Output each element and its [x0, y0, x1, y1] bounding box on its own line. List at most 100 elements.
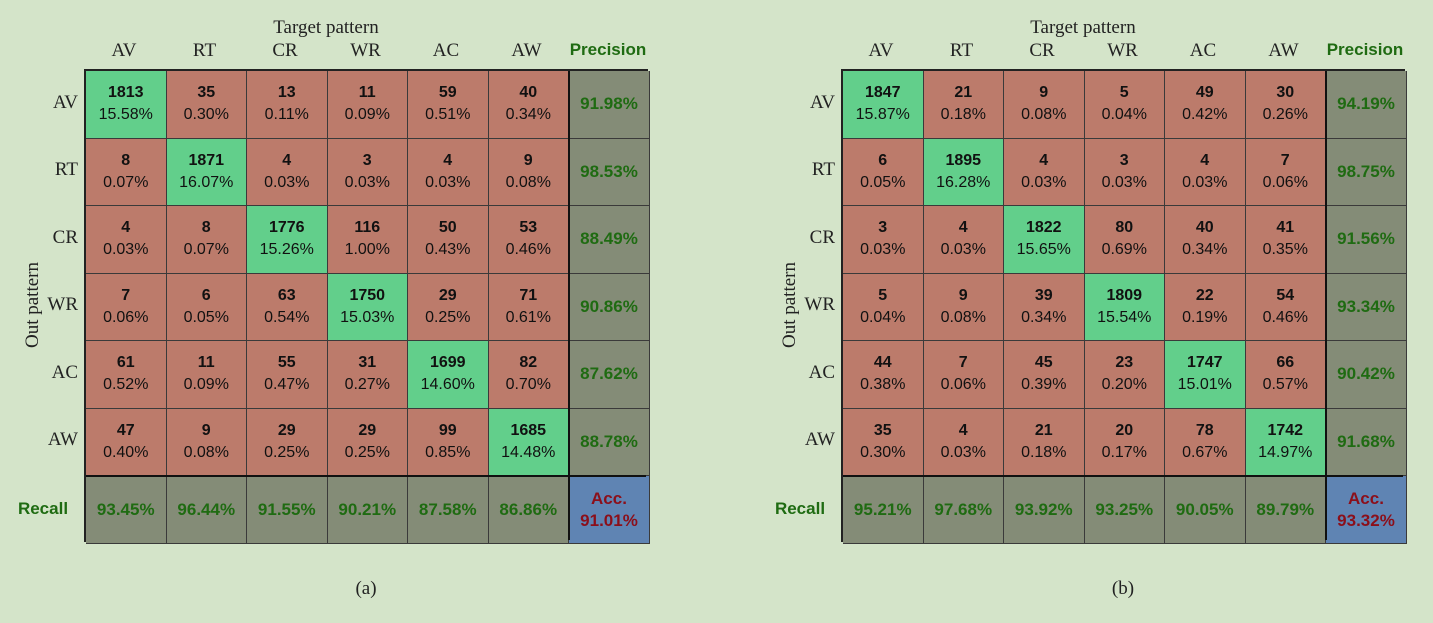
matrix-cell-av-aw: 40 0.34%	[488, 71, 569, 139]
precision-header: Precision	[1326, 40, 1404, 59]
recall-cell-aw: 89.79%	[1245, 476, 1326, 544]
row-label-cr: CR	[809, 226, 835, 248]
cell-percent: 0.25%	[344, 443, 390, 461]
cell-count: 116	[354, 219, 381, 237]
cell-percent: 0.30%	[183, 106, 229, 124]
cell-count: 4	[958, 219, 968, 237]
row-label-av: AV	[53, 91, 78, 113]
cell-percent: 0.39%	[1021, 376, 1067, 394]
cell-percent: 0.06%	[1262, 173, 1308, 191]
cell-count: 1750	[349, 286, 386, 304]
cell-count: 63	[277, 286, 296, 304]
matrix-cell-ac-ac: 1747 15.01%	[1165, 341, 1246, 409]
cell-percent: 0.57%	[1262, 376, 1308, 394]
matrix-cell-cr-rt: 4 0.03%	[923, 206, 1004, 274]
cell-count: 6	[878, 151, 888, 169]
cell-count: 1895	[945, 151, 982, 169]
cell-percent: 0.34%	[1182, 241, 1228, 259]
cell-percent: 0.18%	[940, 106, 986, 124]
accuracy-value: 93.32%	[1337, 510, 1395, 530]
matrix-cell-rt-cr: 4 0.03%	[1004, 138, 1085, 206]
cell-percent: 14.48%	[501, 443, 556, 461]
precision-cell-av: 91.98%	[569, 71, 650, 139]
matrix-cell-ac-aw: 66 0.57%	[1245, 341, 1326, 409]
row-label-ac: AC	[808, 361, 835, 383]
cell-count: 23	[1115, 354, 1134, 372]
out-pattern-title: Out pattern	[779, 261, 800, 349]
precision-header: Precision	[569, 40, 647, 59]
matrix-cell-aw-cr: 21 0.18%	[1004, 408, 1085, 476]
cell-percent: 0.04%	[1101, 106, 1147, 124]
cell-count: 9	[958, 286, 968, 304]
accuracy-cell: Acc. 91.01%	[569, 476, 650, 544]
recall-separator	[843, 475, 1403, 477]
cell-percent: 0.27%	[344, 376, 390, 394]
matrix-cell-cr-av: 4 0.03%	[86, 206, 167, 274]
matrix-cell-av-cr: 9 0.08%	[1004, 71, 1085, 139]
recall-cell-rt: 97.68%	[923, 476, 1004, 544]
cell-percent: 15.26%	[259, 241, 314, 259]
cell-percent: 0.03%	[425, 173, 471, 191]
cell-count: 4	[121, 219, 131, 237]
matrix-cell-cr-aw: 53 0.46%	[488, 206, 569, 274]
cell-count: 29	[358, 421, 377, 439]
matrix-cell-cr-av: 3 0.03%	[843, 206, 924, 274]
cell-count: 47	[116, 421, 135, 439]
matrix-cell-wr-aw: 71 0.61%	[488, 273, 569, 341]
cell-count: 8	[121, 151, 131, 169]
column-label-aw: AW	[511, 40, 542, 61]
cell-percent: 0.03%	[940, 241, 986, 259]
matrix-cell-av-ac: 49 0.42%	[1165, 71, 1246, 139]
accuracy-label: Acc.	[1348, 488, 1384, 508]
recall-value: 87.58%	[418, 499, 477, 519]
matrix-cell-aw-wr: 20 0.17%	[1084, 408, 1165, 476]
precision-cell-wr: 90.86%	[569, 273, 650, 341]
matrix-cell-aw-cr: 29 0.25%	[247, 408, 328, 476]
column-label-cr: CR	[1029, 40, 1055, 61]
matrix-cell-aw-av: 35 0.30%	[843, 408, 924, 476]
precision-value: 93.34%	[1337, 296, 1395, 316]
recall-separator	[86, 475, 646, 477]
matrix-cell-av-rt: 35 0.30%	[166, 71, 247, 139]
cell-count: 1813	[107, 84, 144, 102]
accuracy-value: 91.01%	[580, 510, 638, 530]
cell-percent: 0.03%	[264, 173, 310, 191]
cell-count: 7	[121, 286, 131, 304]
cell-count: 55	[277, 354, 296, 372]
precision-value: 88.78%	[580, 431, 638, 451]
cell-count: 21	[1034, 421, 1053, 439]
matrix-cell-aw-wr: 29 0.25%	[327, 408, 408, 476]
precision-cell-aw: 88.78%	[569, 408, 650, 476]
cell-count: 1847	[864, 84, 901, 102]
precision-value: 98.53%	[580, 161, 638, 181]
cell-count: 39	[1034, 286, 1053, 304]
cell-count: 1822	[1025, 219, 1062, 237]
cell-percent: 0.09%	[183, 376, 229, 394]
recall-cell-wr: 90.21%	[327, 476, 408, 544]
cell-percent: 0.03%	[103, 241, 149, 259]
cell-count: 21	[954, 84, 973, 102]
cell-percent: 0.30%	[860, 443, 906, 461]
matrix-cell-wr-ac: 29 0.25%	[408, 273, 489, 341]
precision-cell-cr: 88.49%	[569, 206, 650, 274]
matrix-cell-rt-ac: 4 0.03%	[408, 138, 489, 206]
cell-count: 5	[1119, 84, 1129, 102]
matrix-cell-wr-wr: 1750 15.03%	[327, 273, 408, 341]
row-label-rt: RT	[54, 159, 78, 181]
matrix-cell-ac-wr: 23 0.20%	[1084, 341, 1165, 409]
cell-count: 99	[438, 421, 457, 439]
cell-percent: 0.67%	[1182, 443, 1228, 461]
precision-cell-wr: 93.34%	[1326, 273, 1407, 341]
cell-percent: 0.25%	[425, 308, 471, 326]
column-label-aw: AW	[1268, 40, 1299, 61]
row-label-aw: AW	[804, 429, 835, 451]
precision-value: 91.98%	[580, 94, 638, 114]
column-label-rt: RT	[192, 40, 217, 61]
row-label-rt: RT	[811, 159, 835, 181]
matrix-cell-wr-cr: 63 0.54%	[247, 273, 328, 341]
matrix-cell-av-av: 1813 15.58%	[86, 71, 167, 139]
matrix-cell-rt-av: 6 0.05%	[843, 138, 924, 206]
matrix-cell-cr-aw: 41 0.35%	[1245, 206, 1326, 274]
recall-value: 93.25%	[1095, 499, 1154, 519]
cell-count: 5	[878, 286, 888, 304]
